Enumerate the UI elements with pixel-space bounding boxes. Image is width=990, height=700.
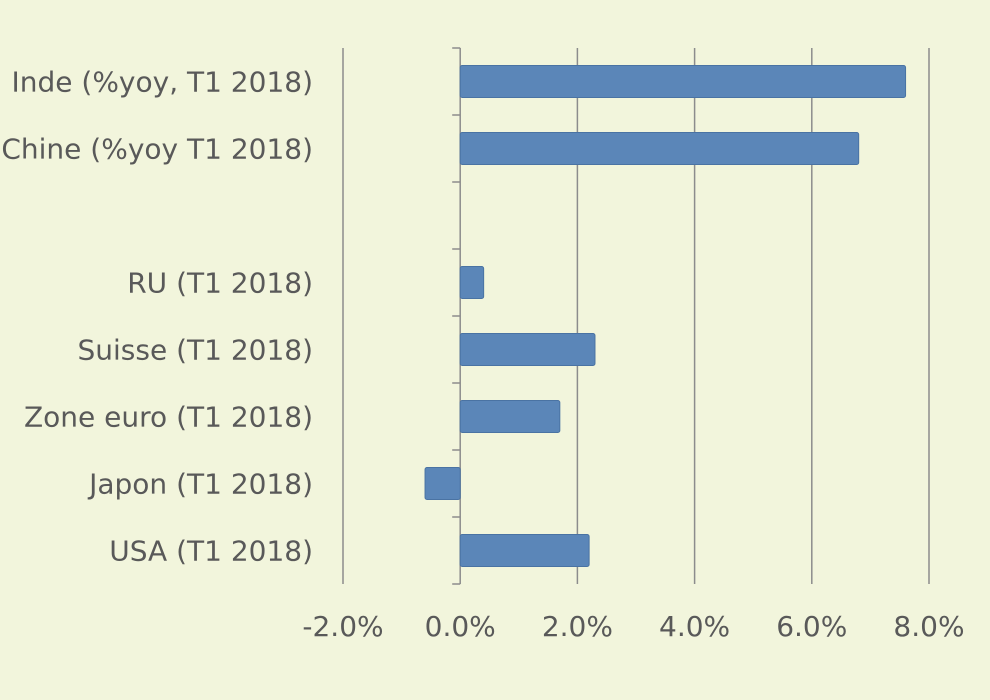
bar: [459, 400, 561, 433]
bar: [459, 132, 860, 165]
category-label: Zone euro (T1 2018): [24, 401, 313, 434]
x-tick-label: 8.0%: [893, 610, 964, 643]
x-tick-label: 0.0%: [425, 610, 496, 643]
bar: [459, 333, 596, 366]
category-label: Inde (%yoy, T1 2018): [11, 66, 313, 99]
x-tick-label: 2.0%: [542, 610, 613, 643]
x-tick-label: 4.0%: [659, 610, 730, 643]
bar: [459, 534, 590, 567]
bar: [459, 266, 485, 299]
category-label: Suisse (T1 2018): [77, 334, 313, 367]
category-label: RU (T1 2018): [127, 267, 313, 300]
x-tick-labels: -2.0% 0.0% 2.0% 4.0% 6.0% 8.0%: [302, 610, 964, 643]
bar: [459, 65, 907, 98]
x-tick-label: -2.0%: [302, 610, 383, 643]
category-labels: Inde (%yoy, T1 2018) Chine (%yoy T1 2018)…: [1, 66, 313, 568]
bar: [424, 467, 461, 500]
category-axis: [452, 47, 461, 585]
bars: [424, 65, 907, 567]
category-label: Japon (T1 2018): [87, 468, 313, 501]
category-label: Chine (%yoy T1 2018): [1, 133, 313, 166]
gridlines: [342, 48, 930, 584]
category-label: USA (T1 2018): [109, 535, 313, 568]
x-tick-label: 6.0%: [776, 610, 847, 643]
